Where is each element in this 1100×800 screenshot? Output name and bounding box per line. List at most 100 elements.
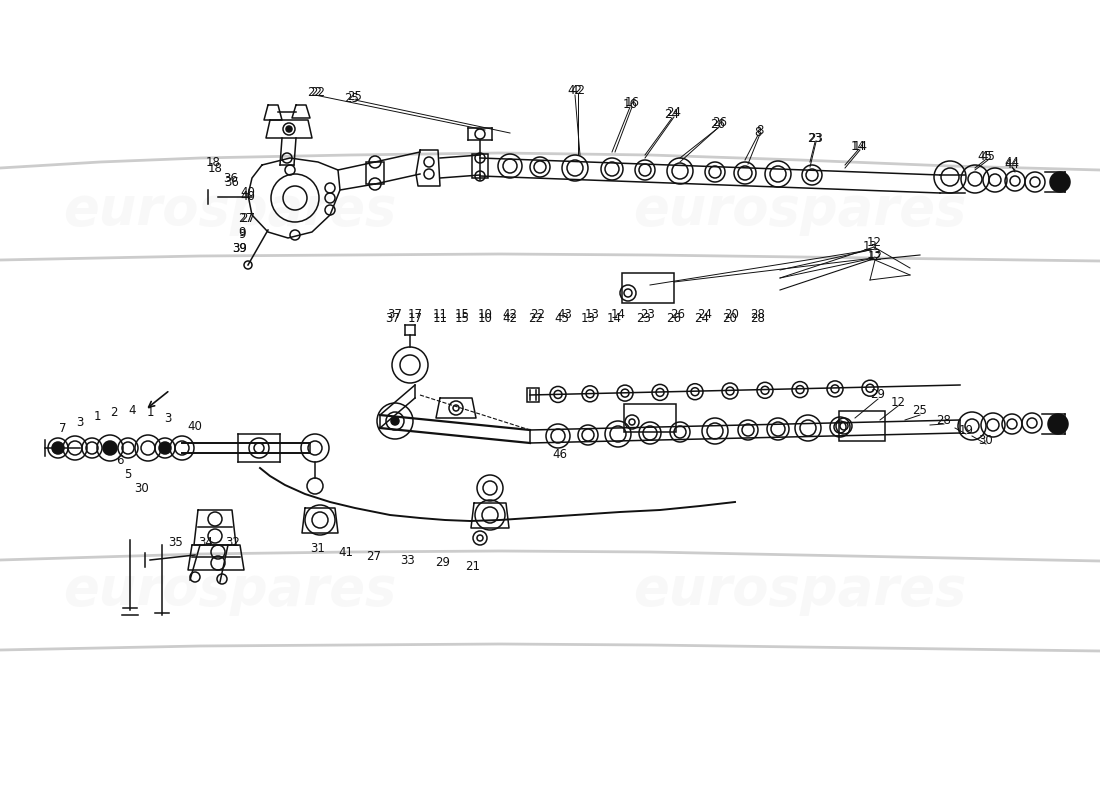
Text: 43: 43 (558, 309, 572, 322)
Text: 24: 24 (697, 309, 713, 322)
Text: 25: 25 (344, 91, 360, 105)
Text: 14: 14 (610, 309, 626, 322)
Text: 10: 10 (477, 309, 493, 322)
Text: eurospares: eurospares (64, 564, 397, 616)
Text: 23: 23 (637, 311, 651, 325)
Text: 36: 36 (223, 171, 239, 185)
Text: 19: 19 (958, 423, 974, 437)
Text: 9: 9 (239, 227, 245, 241)
Text: 28: 28 (750, 309, 766, 322)
Text: 23: 23 (640, 309, 656, 322)
Text: 43: 43 (554, 311, 570, 325)
Text: 6: 6 (117, 454, 123, 466)
Text: 1: 1 (94, 410, 101, 422)
Text: 18: 18 (206, 157, 220, 170)
Text: 24: 24 (694, 311, 710, 325)
Text: 7: 7 (59, 422, 67, 434)
Text: 37: 37 (386, 311, 400, 325)
Text: 20: 20 (725, 309, 739, 322)
Text: 12: 12 (891, 395, 905, 409)
Text: eurospares: eurospares (64, 184, 397, 236)
Text: 3: 3 (76, 415, 84, 429)
Text: 13: 13 (581, 311, 595, 325)
Text: 33: 33 (400, 554, 416, 566)
Text: 16: 16 (623, 98, 638, 110)
Text: 41: 41 (339, 546, 353, 558)
Text: 21: 21 (465, 559, 481, 573)
Text: 45: 45 (978, 150, 992, 163)
Text: 13: 13 (862, 241, 878, 254)
Text: eurospares: eurospares (634, 184, 967, 236)
Text: 3: 3 (164, 413, 172, 426)
Text: 39: 39 (232, 242, 248, 254)
Text: 32: 32 (226, 535, 241, 549)
Text: 8: 8 (757, 123, 763, 137)
Text: 37: 37 (387, 309, 403, 322)
Text: 35: 35 (168, 535, 184, 549)
Text: 14: 14 (606, 311, 621, 325)
Text: 42: 42 (568, 85, 583, 98)
Text: 20: 20 (723, 311, 737, 325)
Circle shape (390, 417, 399, 425)
Text: 40: 40 (188, 419, 202, 433)
Text: 26: 26 (711, 118, 726, 131)
Circle shape (52, 442, 64, 454)
Text: 45: 45 (980, 150, 996, 162)
Text: 17: 17 (407, 311, 422, 325)
Text: 42: 42 (571, 83, 585, 97)
Text: 17: 17 (407, 309, 422, 322)
Text: 24: 24 (664, 109, 680, 122)
Circle shape (1048, 414, 1068, 434)
Text: 46: 46 (552, 449, 568, 462)
Text: 16: 16 (625, 97, 639, 110)
Text: 23: 23 (807, 133, 823, 146)
Circle shape (286, 126, 292, 132)
Text: 34: 34 (199, 535, 213, 549)
Text: 28: 28 (750, 311, 766, 325)
Text: 2: 2 (110, 406, 118, 419)
Text: 44: 44 (1004, 158, 1020, 170)
Text: 13: 13 (584, 309, 600, 322)
Text: 29: 29 (436, 557, 451, 570)
Text: 22: 22 (310, 86, 326, 99)
Text: 31: 31 (310, 542, 326, 554)
Circle shape (1050, 172, 1070, 192)
Text: 26: 26 (667, 311, 682, 325)
Text: 30: 30 (979, 434, 993, 446)
Text: 42: 42 (503, 311, 517, 325)
Text: 5: 5 (124, 467, 132, 481)
Circle shape (160, 442, 170, 454)
Text: 30: 30 (134, 482, 150, 494)
Text: 36: 36 (224, 175, 240, 189)
Text: 28: 28 (936, 414, 952, 426)
Text: 26: 26 (671, 309, 685, 322)
Text: 27: 27 (366, 550, 382, 562)
Text: 27: 27 (239, 211, 253, 225)
Text: 22: 22 (530, 309, 546, 322)
Text: 22: 22 (528, 311, 543, 325)
Text: 8: 8 (755, 126, 761, 138)
Text: 22: 22 (308, 86, 322, 98)
Text: 15: 15 (454, 311, 470, 325)
Text: 25: 25 (348, 90, 362, 103)
Text: 26: 26 (713, 115, 727, 129)
Text: 1: 1 (146, 406, 154, 419)
Text: 11: 11 (432, 311, 448, 325)
Text: 12: 12 (867, 237, 881, 250)
Text: 13: 13 (867, 247, 881, 261)
Text: 11: 11 (432, 309, 448, 322)
Text: 40: 40 (241, 186, 255, 199)
Circle shape (103, 441, 117, 455)
Text: 44: 44 (1004, 157, 1020, 170)
Text: 27: 27 (241, 211, 255, 225)
Text: 12: 12 (868, 250, 882, 263)
Text: eurospares: eurospares (634, 564, 967, 616)
Text: 42: 42 (503, 309, 517, 322)
Text: 4: 4 (129, 403, 135, 417)
Text: 40: 40 (241, 190, 255, 202)
Text: 23: 23 (808, 131, 824, 145)
Text: 18: 18 (208, 162, 222, 174)
Text: 9: 9 (239, 226, 245, 239)
Text: 14: 14 (852, 139, 868, 153)
Text: 24: 24 (667, 106, 682, 119)
